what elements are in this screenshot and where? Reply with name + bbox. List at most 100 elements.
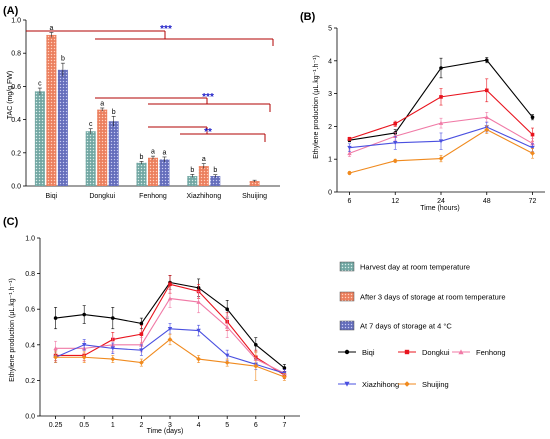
b-point: [393, 141, 398, 145]
b-point: [484, 127, 490, 133]
a-ytick-label: 0.6: [11, 84, 21, 91]
c-point: [168, 282, 172, 287]
a-bar: [187, 176, 198, 186]
c-point: [111, 316, 115, 320]
b-point: [530, 115, 535, 120]
b-point: [530, 132, 535, 137]
c-point: [82, 312, 86, 317]
c-xtick-label: 7: [282, 422, 286, 429]
panel-a-axes: 0.0 0.2 0.4 0.6 0.8 1.0 Biqi Dongkui Fenhong Xiaz…: [11, 18, 280, 200]
b-point: [347, 170, 352, 176]
b-ytick-label: 1: [328, 157, 332, 164]
a-letter: a: [49, 25, 53, 32]
c-point: [139, 321, 144, 326]
c-xtick-label: 4: [197, 422, 201, 429]
b-ytick-label: 3: [328, 91, 332, 98]
b-point: [438, 139, 444, 144]
c-ytick-label: 1.0: [25, 236, 35, 243]
c-point: [53, 316, 58, 320]
c-point: [225, 307, 229, 312]
c-xtick-label: 3: [168, 422, 172, 429]
a-sig-label: ***: [160, 24, 172, 35]
panel-c-ylabel: Ethylene production (μL.kg⁻¹.h⁻¹): [9, 278, 16, 382]
c-point: [139, 332, 144, 336]
c-point: [167, 296, 173, 301]
legend-label-harvest: Harvest day at room temperature: [360, 263, 470, 272]
a-bar: [97, 109, 108, 186]
c-xtick-label: 0.25: [49, 422, 63, 429]
a-letter: c: [38, 81, 42, 88]
b-point: [484, 115, 489, 120]
panel-c-axes: 0.0 0.2 0.4 0.6 0.8 1.0 0.25 0.5 1 2 3 4 5 6 7: [25, 236, 300, 429]
b-point: [530, 150, 535, 156]
b-ytick-label: 4: [328, 58, 332, 65]
panel-c-tag: (C): [3, 216, 19, 228]
b-point: [484, 58, 489, 62]
a-ytick-label: 0.2: [11, 150, 21, 157]
legend-marker: [458, 349, 464, 355]
b-ytick-label: 5: [328, 26, 332, 33]
b-point: [439, 95, 443, 99]
legend-swatch-cold: [339, 320, 355, 331]
c-point: [224, 360, 230, 365]
b-point: [392, 158, 398, 164]
b-ytick-label: 2: [328, 124, 332, 131]
a-category-label: Shuijing: [242, 193, 267, 200]
b-point: [530, 145, 535, 150]
a-bar: [148, 157, 158, 186]
legend-marker: [344, 349, 350, 355]
b-point: [347, 151, 352, 156]
panel-b-xlabel: Time (hours): [420, 205, 459, 212]
c-xtick-label: 2: [139, 422, 143, 429]
a-ytick-label: 0.4: [11, 117, 21, 124]
a-sig-label: **: [204, 127, 212, 138]
c-ytick-label: 0.2: [25, 378, 35, 385]
c-ytick-label: 0.0: [25, 414, 35, 421]
c-point: [81, 354, 87, 360]
panel-b-lines: [347, 57, 535, 176]
a-bar: [85, 131, 96, 186]
legend-label-cold: At 7 days of storage at 4 °C: [360, 322, 452, 331]
legend-marker: [404, 381, 410, 387]
b-point: [393, 121, 398, 126]
b-point: [438, 156, 444, 161]
a-letter: b: [61, 56, 65, 63]
panel-b-ylabel: Ethylene production (μL.kg⁻¹.h⁻¹): [313, 55, 320, 159]
c-ytick-label: 0.4: [25, 342, 35, 349]
c-point: [225, 353, 230, 358]
c-point: [53, 354, 58, 360]
c-point: [196, 328, 201, 333]
a-category-label: Xiazhihong: [186, 193, 221, 200]
c-point: [225, 324, 230, 329]
c-point: [196, 356, 201, 362]
panel-a-ylabel: TAC (mg/g FW): [7, 71, 14, 119]
legend-line-label: Dongkui: [422, 348, 450, 357]
c-ytick-label: 0.6: [25, 307, 35, 314]
c-point: [110, 356, 116, 362]
a-bar: [159, 159, 170, 186]
a-bar: [57, 69, 68, 186]
b-xtick-label: 6: [348, 198, 352, 205]
b-point: [438, 120, 444, 125]
a-bar: [249, 181, 260, 186]
c-point: [167, 326, 173, 331]
panel-a-significance: ********: [26, 24, 274, 142]
a-letter: c: [89, 121, 93, 128]
c-point: [196, 299, 201, 304]
c-ytick-label: 0.8: [25, 271, 35, 278]
c-point: [254, 343, 258, 347]
c-point: [82, 343, 87, 347]
a-letter: a: [151, 149, 155, 156]
a-bar: [108, 121, 119, 186]
a-letter: b: [213, 167, 217, 174]
legend-marker: [404, 349, 410, 355]
legend-line-label: Biqi: [362, 348, 375, 357]
b-point: [484, 88, 489, 93]
b-point: [347, 145, 352, 150]
a-bar: [46, 34, 57, 186]
legend-swatch-room: [339, 291, 355, 302]
a-ytick-label: 1.0: [11, 18, 21, 25]
b-xtick-label: 24: [437, 198, 445, 205]
